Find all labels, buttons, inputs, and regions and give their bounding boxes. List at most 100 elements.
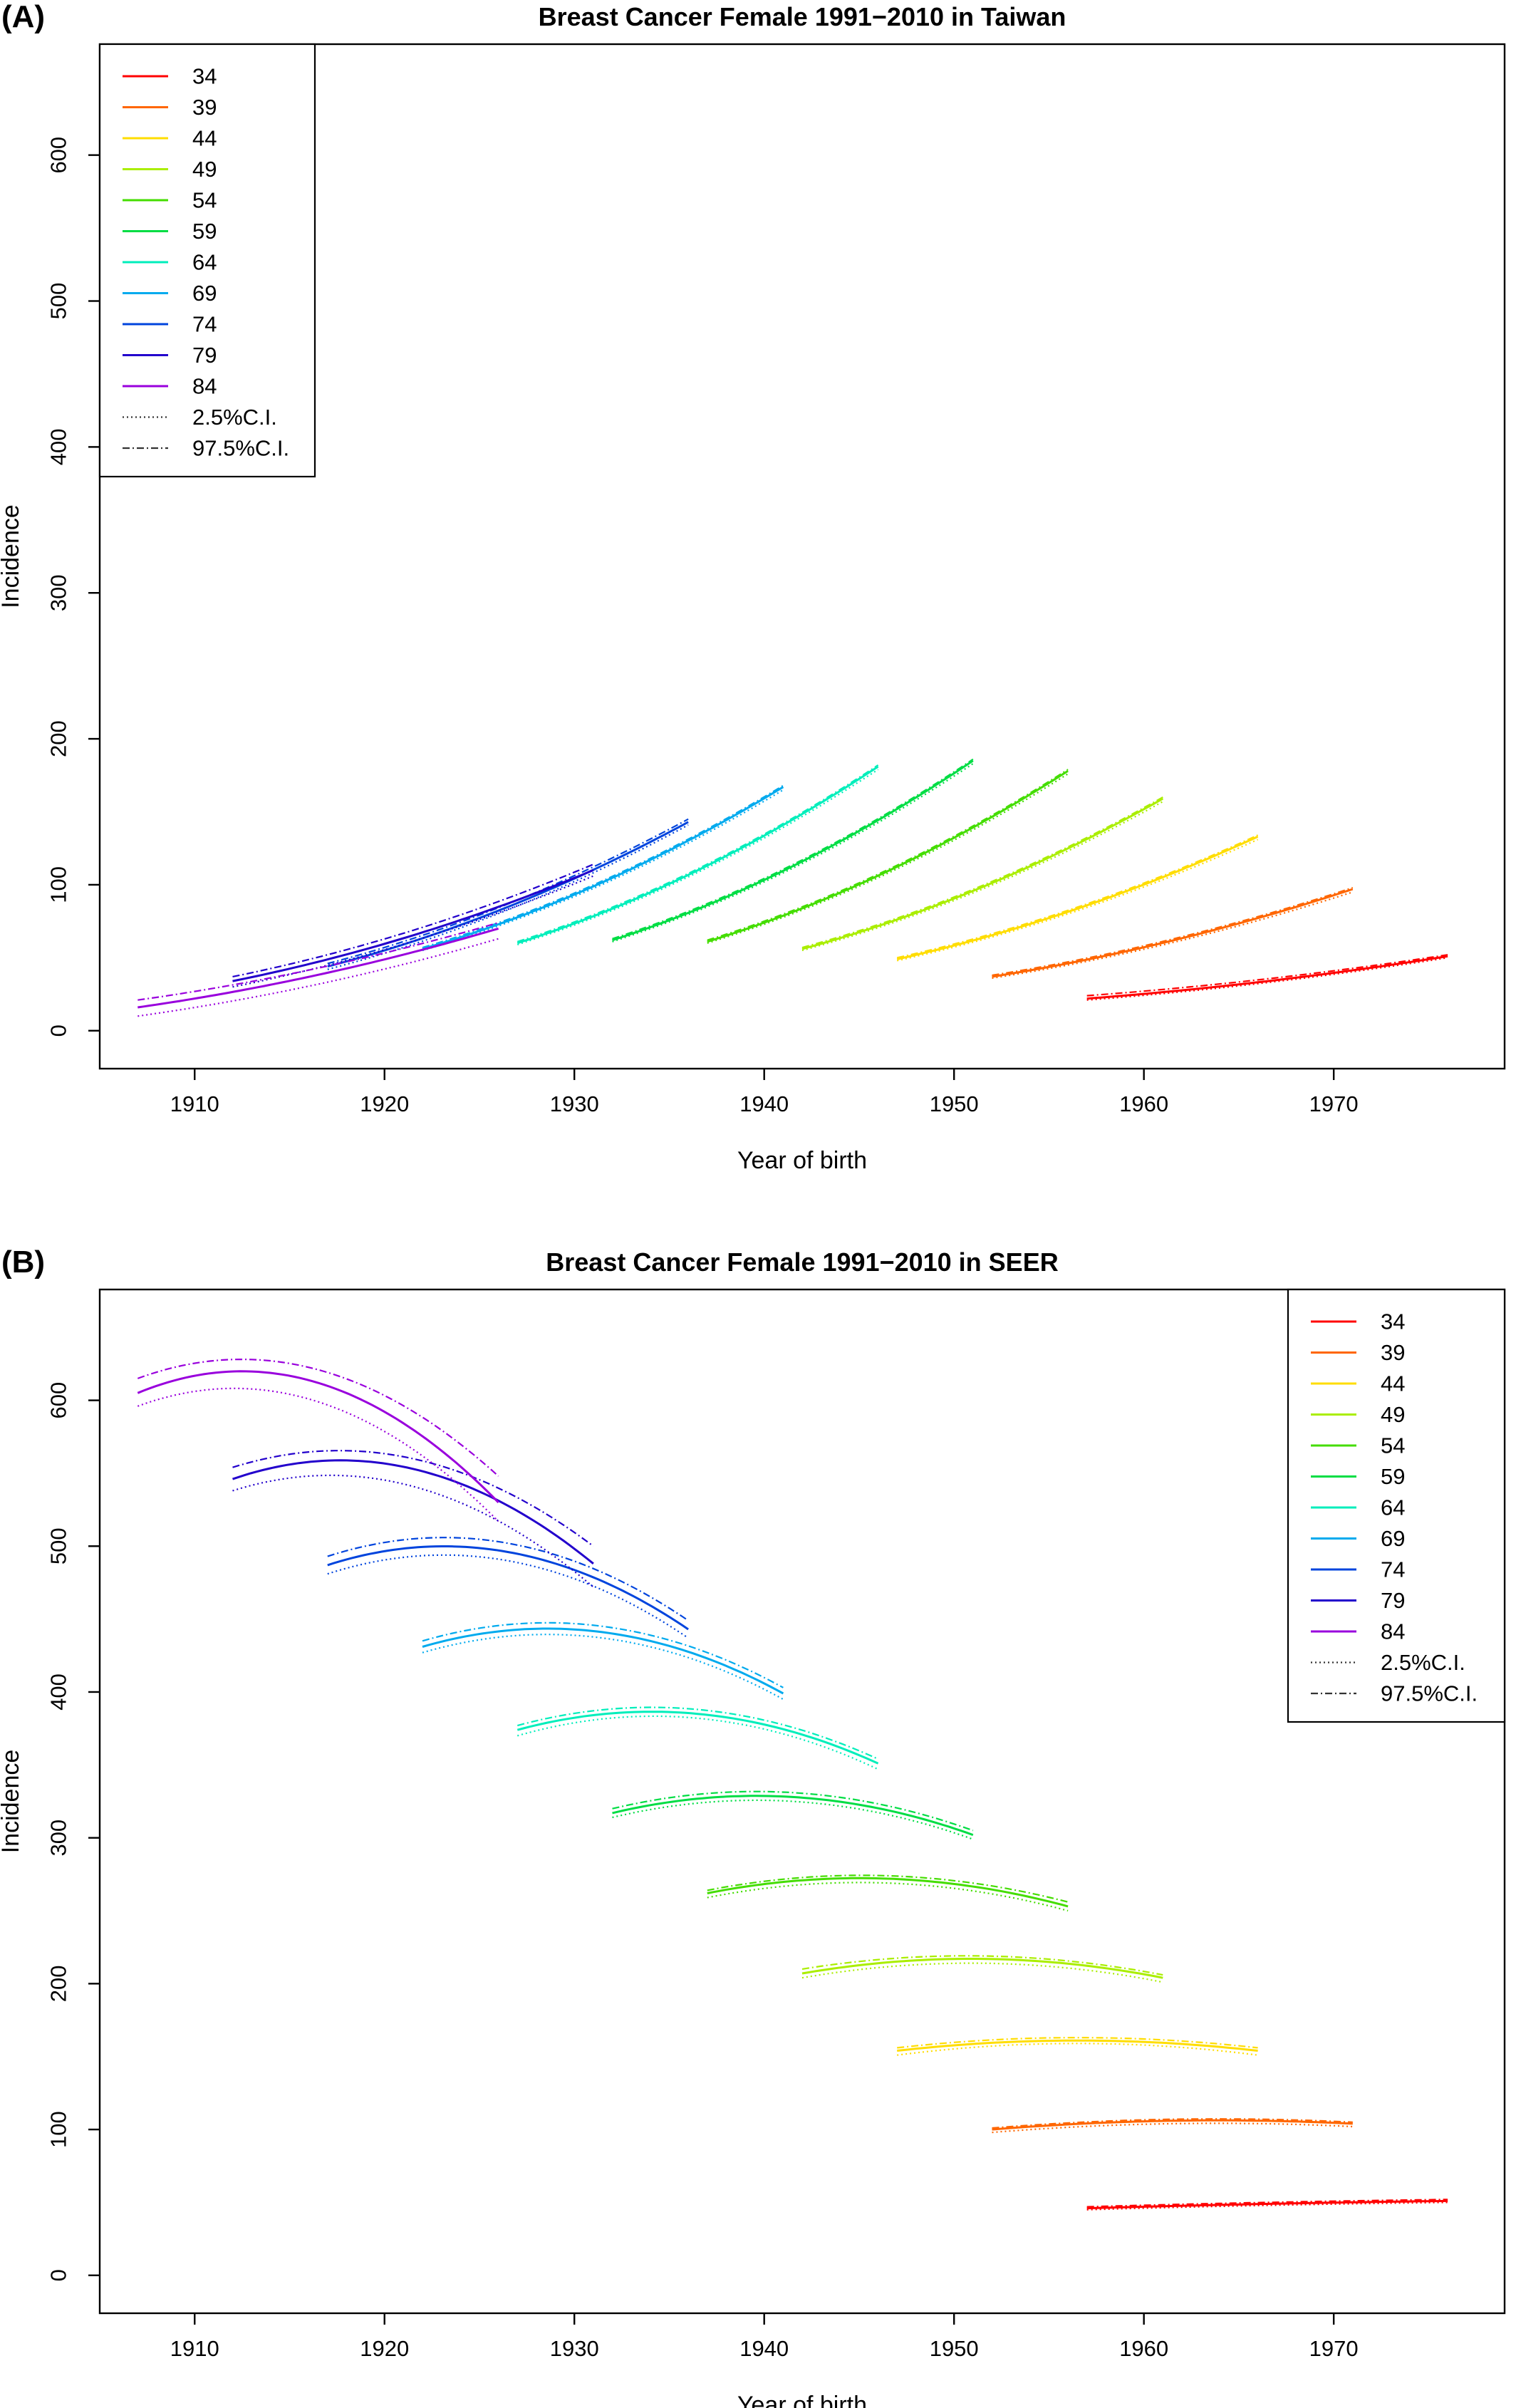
- y-tick-label: 500: [46, 283, 71, 320]
- series-44-ci-lower: [897, 2043, 1258, 2056]
- series-74-ci-upper: [327, 818, 689, 965]
- legend-label-64: 64: [1381, 1495, 1405, 1520]
- series-69-ci-lower: [422, 789, 784, 952]
- y-tick-label: 100: [46, 866, 71, 903]
- x-tick-label: 1960: [1119, 1091, 1168, 1116]
- chart-title: Breast Cancer Female 1991−2010 in Taiwan: [539, 2, 1066, 31]
- series-44-ci-upper: [896, 834, 1259, 959]
- series-74-line: [327, 1545, 689, 1631]
- series-54-line: [707, 1877, 1069, 1908]
- series-84-ci-upper: [137, 1359, 499, 1477]
- series-34-ci-upper: [1086, 2199, 1448, 2208]
- y-tick-label: 200: [46, 1966, 71, 2003]
- series-74-ci-lower: [327, 824, 689, 970]
- y-tick-label: 100: [46, 2111, 71, 2148]
- legend-label-64: 64: [192, 250, 217, 275]
- series-49-ci-upper: [801, 1955, 1163, 1976]
- plot-area: [137, 758, 1448, 1017]
- legend-label-84: 84: [1381, 1619, 1405, 1644]
- x-tick-label: 1960: [1119, 2336, 1168, 2361]
- series-34-line: [1086, 2199, 1448, 2210]
- y-tick-label: 400: [46, 429, 71, 466]
- legend: 34 39 44 49 54 59 64 69 74 79 84 2.5%C.I. 97.5%C.I.: [1287, 1288, 1506, 1723]
- series-age-64: [516, 764, 879, 945]
- series-59-ci-upper: [612, 1790, 974, 1832]
- series-age-59: [612, 758, 974, 943]
- series-69-line: [422, 786, 784, 950]
- x-tick-label: 1940: [739, 1091, 789, 1116]
- chart-panel-b: (B) Breast Cancer Female 1991−2010 in SEE…: [0, 1245, 1506, 2408]
- legend-label-69: 69: [192, 281, 217, 306]
- series-54-ci-lower: [707, 1882, 1069, 1912]
- chart-panel-a: (A) Breast Cancer Female 1991−2010 in Tai…: [0, 0, 1506, 1174]
- series-49-ci-upper: [801, 796, 1163, 949]
- x-tick-label: 1910: [170, 2336, 219, 2361]
- x-tick-label: 1970: [1309, 1091, 1359, 1116]
- series-84-ci-upper: [137, 922, 499, 1001]
- y-tick-label: 600: [46, 1382, 71, 1419]
- plot-frame: [98, 1288, 1506, 2315]
- series-69-line: [422, 1627, 784, 1695]
- legend-label-ci: 2.5%C.I.: [192, 405, 277, 430]
- series-64-line: [516, 765, 879, 945]
- series-54-ci-upper: [707, 1874, 1069, 1903]
- series-age-59: [612, 1790, 974, 1840]
- legend-label-84: 84: [192, 374, 217, 399]
- series-69-ci-upper: [422, 1621, 784, 1688]
- series-44-line: [896, 835, 1259, 960]
- series-54-line: [707, 769, 1069, 943]
- series-59-ci-upper: [612, 758, 974, 940]
- legend-label-79: 79: [192, 343, 217, 368]
- legend-label-54: 54: [1381, 1433, 1405, 1458]
- legend-label-54: 54: [192, 188, 217, 213]
- panel-label: (A): [1, 0, 45, 34]
- x-tick-label: 1910: [170, 1091, 219, 1116]
- series-54-ci-upper: [707, 769, 1069, 941]
- series-34-ci-lower: [1086, 2201, 1448, 2211]
- series-age-39: [992, 886, 1354, 980]
- legend-label-79: 79: [1381, 1588, 1405, 1613]
- legend-label-ci: 97.5%C.I.: [1381, 1681, 1478, 1706]
- series-64-ci-lower: [516, 769, 879, 945]
- y-axis-title: Incidence: [0, 1750, 24, 1854]
- series-39-ci-lower: [992, 891, 1354, 980]
- legend: 34 39 44 49 54 59 64 69 74 79 84 2.5%C.I. 97.5%C.I.: [98, 43, 316, 478]
- series-age-84: [137, 922, 499, 1017]
- x-tick-label: 1920: [360, 1091, 409, 1116]
- series-49-ci-lower: [801, 1962, 1163, 1983]
- series-age-54: [707, 769, 1069, 944]
- series-84-ci-lower: [137, 1387, 499, 1522]
- x-tick-label: 1950: [930, 1091, 979, 1116]
- series-39-ci-upper: [992, 886, 1354, 976]
- legend-label-74: 74: [1381, 1557, 1405, 1582]
- series-49-line: [801, 797, 1164, 950]
- series-age-44: [896, 834, 1259, 962]
- series-44-ci-upper: [897, 2037, 1258, 2049]
- series-64-ci-upper: [517, 1706, 879, 1760]
- series-64-line: [516, 1711, 879, 1765]
- series-age-49: [801, 1955, 1163, 1983]
- series-age-79: [232, 863, 594, 988]
- series-age-79: [232, 1450, 594, 1588]
- series-59-line: [612, 759, 974, 942]
- series-84-ci-lower: [137, 938, 499, 1017]
- x-tick-label: 1950: [930, 2336, 979, 2361]
- plot-frame: [98, 43, 1506, 1070]
- series-49-line: [801, 1958, 1163, 1979]
- legend-label-49: 49: [192, 157, 217, 182]
- legend-label-39: 39: [1381, 1340, 1405, 1365]
- series-79-ci-upper: [232, 1450, 594, 1547]
- x-tick-label: 1920: [360, 2336, 409, 2361]
- legend-label-39: 39: [192, 95, 217, 120]
- legend-label-ci: 97.5%C.I.: [192, 436, 289, 461]
- series-59-line: [612, 1795, 974, 1837]
- series-79-ci-upper: [232, 863, 594, 977]
- series-age-84: [137, 1359, 499, 1522]
- series-age-54: [707, 1874, 1069, 1912]
- legend-box: [1287, 1288, 1506, 1723]
- panel-label: (B): [1, 1245, 45, 1280]
- y-tick-label: 0: [46, 1024, 71, 1037]
- series-age-34: [1086, 2199, 1448, 2211]
- series-age-34: [1086, 954, 1448, 1001]
- legend-box: [98, 43, 316, 478]
